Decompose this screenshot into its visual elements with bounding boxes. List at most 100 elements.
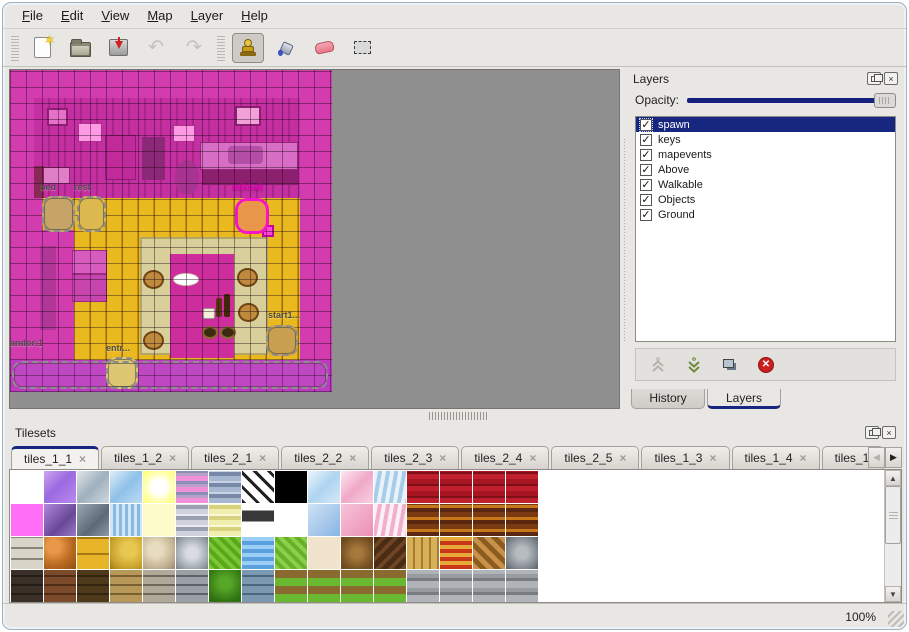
tile[interactable] <box>473 504 505 536</box>
tile[interactable] <box>143 570 175 602</box>
close-tab-icon[interactable]: × <box>529 451 537 465</box>
tile[interactable] <box>143 471 175 503</box>
tileset-tab-tiles_2_2[interactable]: tiles_2_2 × <box>281 446 370 469</box>
tile[interactable] <box>176 570 208 602</box>
tile[interactable] <box>242 570 274 602</box>
tile[interactable] <box>11 570 43 602</box>
tile[interactable] <box>407 570 439 602</box>
opacity-slider[interactable] <box>687 92 896 109</box>
select-tool-button[interactable] <box>346 33 378 63</box>
close-tab-icon[interactable]: × <box>799 451 807 465</box>
tile[interactable] <box>506 504 538 536</box>
layer-visibility-checkbox[interactable]: ✓ <box>640 178 652 191</box>
open-map-button[interactable] <box>64 33 96 63</box>
tileset-tab-tiles_2_5[interactable]: tiles_2_5 × <box>551 446 640 469</box>
close-tilesets-button[interactable]: × <box>882 426 896 439</box>
close-tab-icon[interactable]: × <box>169 451 177 465</box>
tile[interactable] <box>374 471 406 503</box>
tile[interactable] <box>440 504 472 536</box>
tile[interactable] <box>209 471 241 503</box>
fill-tool-button[interactable] <box>270 33 302 63</box>
tile[interactable] <box>308 537 340 569</box>
undo-button[interactable]: ↶ <box>140 33 172 63</box>
menu-layer[interactable]: Layer <box>190 8 224 23</box>
tile[interactable] <box>110 471 142 503</box>
tile[interactable] <box>407 537 439 569</box>
tileset-tab-tiles_1_3[interactable]: tiles_1_3 × <box>641 446 730 469</box>
tile[interactable] <box>242 504 274 536</box>
scrollbar-track[interactable] <box>885 486 901 586</box>
tile[interactable] <box>209 504 241 536</box>
map-canvas[interactable]: bed rest mikhail start1... entr... andor:1 <box>10 70 332 392</box>
tile[interactable] <box>341 537 373 569</box>
tile[interactable] <box>308 570 340 602</box>
close-tab-icon[interactable]: × <box>349 451 357 465</box>
tile[interactable] <box>374 537 406 569</box>
tile[interactable] <box>407 471 439 503</box>
layer-visibility-checkbox[interactable]: ✓ <box>640 148 652 161</box>
tile[interactable] <box>506 570 538 602</box>
menu-help[interactable]: Help <box>241 8 268 23</box>
tileset-tab-tiles_2_3[interactable]: tiles_2_3 × <box>371 446 460 469</box>
tile[interactable] <box>44 537 76 569</box>
scroll-down-button[interactable]: ▼ <box>885 586 901 602</box>
tile[interactable] <box>176 537 208 569</box>
tile[interactable] <box>341 471 373 503</box>
tile[interactable] <box>473 471 505 503</box>
tile[interactable] <box>374 504 406 536</box>
tile[interactable] <box>209 570 241 602</box>
layer-visibility-checkbox[interactable]: ✓ <box>640 193 652 206</box>
layer-visibility-checkbox[interactable]: ✓ <box>639 117 653 132</box>
vertical-splitter[interactable] <box>620 69 629 409</box>
tile[interactable] <box>275 504 307 536</box>
tile[interactable] <box>143 504 175 536</box>
lower-layer-button[interactable] <box>684 355 704 375</box>
save-map-button[interactable] <box>102 33 134 63</box>
tile[interactable] <box>44 570 76 602</box>
tileset-tab-tiles_1_2[interactable]: tiles_1_2 × <box>101 446 190 469</box>
close-tab-icon[interactable]: × <box>259 451 267 465</box>
tile[interactable] <box>473 537 505 569</box>
tile[interactable] <box>440 570 472 602</box>
tile[interactable] <box>242 471 274 503</box>
tile[interactable] <box>374 570 406 602</box>
tile[interactable] <box>11 537 43 569</box>
map-view[interactable]: bed rest mikhail start1... entr... andor:1 <box>9 69 620 409</box>
tile[interactable] <box>44 471 76 503</box>
layer-row-spawn[interactable]: ✓ spawn <box>636 117 895 133</box>
tile[interactable] <box>440 471 472 503</box>
tileset-view[interactable]: ▲ ▼ <box>9 469 902 603</box>
tile[interactable] <box>242 537 274 569</box>
layer-row-ground[interactable]: ✓ Ground <box>636 207 895 222</box>
tile[interactable] <box>341 570 373 602</box>
layer-row-objects[interactable]: ✓ Objects <box>636 192 895 207</box>
layer-visibility-checkbox[interactable]: ✓ <box>640 133 652 146</box>
tile[interactable] <box>176 471 208 503</box>
menu-edit[interactable]: Edit <box>60 8 84 23</box>
dock-tab-history[interactable]: History <box>631 389 705 409</box>
redo-button[interactable]: ↷ <box>178 33 210 63</box>
raise-layer-button[interactable] <box>648 355 668 375</box>
tile[interactable] <box>275 570 307 602</box>
delete-layer-button[interactable]: ✕ <box>756 355 776 375</box>
scroll-tabs-left-button[interactable]: ◀ <box>868 447 885 468</box>
tile[interactable] <box>341 504 373 536</box>
map-object-andor1[interactable] <box>12 361 328 389</box>
scrollbar-thumb[interactable] <box>885 486 901 544</box>
toolbar-drag-handle[interactable] <box>217 34 225 61</box>
scroll-tabs-right-button[interactable]: ▶ <box>885 447 902 468</box>
tile[interactable] <box>77 537 109 569</box>
tile[interactable] <box>110 504 142 536</box>
layer-row-walkable[interactable]: ✓ Walkable <box>636 177 895 192</box>
tile[interactable] <box>77 570 109 602</box>
close-tab-icon[interactable]: × <box>439 451 447 465</box>
tile[interactable] <box>407 504 439 536</box>
tile[interactable] <box>440 537 472 569</box>
menu-view[interactable]: View <box>101 8 130 23</box>
layer-row-keys[interactable]: ✓ keys <box>636 132 895 147</box>
toolbar-drag-handle[interactable] <box>11 34 19 61</box>
scroll-up-button[interactable]: ▲ <box>885 470 901 486</box>
menu-map[interactable]: Map <box>147 8 173 23</box>
duplicate-layer-button[interactable] <box>720 355 740 375</box>
layer-visibility-checkbox[interactable]: ✓ <box>640 208 652 221</box>
